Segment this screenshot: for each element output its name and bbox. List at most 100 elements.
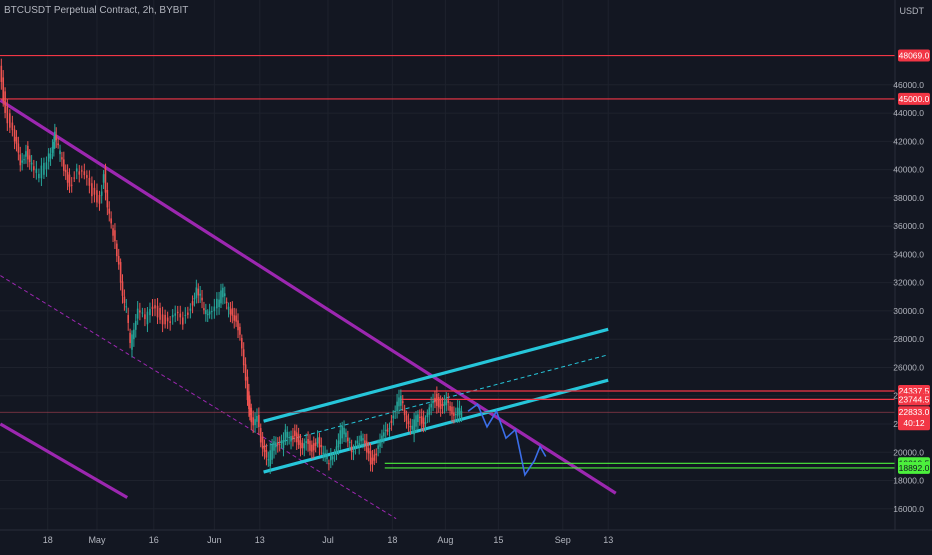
y-tick-label: 18000.0 <box>893 476 924 486</box>
countdown-label: 40:12 <box>903 418 925 428</box>
candle-body <box>70 184 73 186</box>
candle-body <box>28 155 31 163</box>
time-axis <box>0 530 932 550</box>
candle-body <box>386 429 389 432</box>
candle-body <box>86 175 88 178</box>
candle-body <box>116 243 118 257</box>
candle-body <box>100 191 103 196</box>
level-label: 48069.0 <box>899 51 930 61</box>
candle-body <box>75 168 78 172</box>
candle-body <box>13 129 16 142</box>
candle-body <box>9 113 11 128</box>
candle-body <box>176 311 179 314</box>
candle-body <box>0 65 3 82</box>
candle-body <box>339 430 342 445</box>
candle-body <box>141 312 144 314</box>
trend-line <box>0 98 617 495</box>
candle-body <box>265 450 268 458</box>
x-tick-label: 13 <box>603 535 613 545</box>
candle-body <box>218 299 220 308</box>
candle-body <box>246 376 249 401</box>
candle-body <box>360 435 362 442</box>
candle-body <box>78 171 81 175</box>
candle-body <box>133 329 135 340</box>
candle-body <box>259 428 262 443</box>
candle-body <box>335 446 338 453</box>
candle-body <box>383 432 385 437</box>
candle-body <box>164 314 166 325</box>
candle-body <box>241 338 243 349</box>
candle-body <box>166 317 169 322</box>
candle-body <box>27 145 29 160</box>
candle-body <box>110 218 112 224</box>
level-badge <box>898 461 930 474</box>
candle-body <box>307 438 309 444</box>
candle-body <box>144 314 146 320</box>
candle-body <box>45 162 48 170</box>
candle-body <box>284 429 287 442</box>
candle-body <box>104 167 107 193</box>
candle-body <box>205 310 207 314</box>
candle-body <box>454 414 457 416</box>
x-tick-label: 18 <box>43 535 53 545</box>
candle-body <box>305 441 307 444</box>
y-tick-label: 28000.0 <box>893 334 924 344</box>
candle-body <box>187 312 189 315</box>
candle-body <box>428 407 431 415</box>
candle-body <box>2 77 5 101</box>
candle-body <box>333 452 336 454</box>
candle-body <box>447 400 450 403</box>
candle-body <box>400 395 402 406</box>
candle-body <box>96 190 98 203</box>
candle-body <box>235 315 237 322</box>
candle-body <box>326 456 328 459</box>
candle-body <box>15 136 18 144</box>
candle-body <box>258 414 260 428</box>
candle-body <box>324 453 326 455</box>
candle-body <box>371 457 374 465</box>
candle-body <box>51 147 54 153</box>
candle-body <box>131 334 133 350</box>
y-tick-label: 44000.0 <box>893 108 924 118</box>
level-badge <box>898 49 930 62</box>
candle-body <box>390 420 393 424</box>
candle-body <box>184 314 187 316</box>
candle-body <box>337 440 340 448</box>
candle-body <box>225 301 228 304</box>
candle-body <box>356 440 359 444</box>
candle-body <box>171 314 174 318</box>
candle-body <box>154 305 156 309</box>
candle-body <box>439 399 442 409</box>
candle-body <box>117 256 120 265</box>
candle-body <box>273 441 275 451</box>
candle-body <box>316 437 319 444</box>
candle-body <box>401 401 404 404</box>
candle-body <box>453 412 455 416</box>
candle-body <box>311 444 313 452</box>
candle-body <box>294 430 296 437</box>
candle-body <box>314 442 317 446</box>
candle-body <box>203 308 205 311</box>
candle-body <box>181 317 184 325</box>
candle-body <box>290 435 292 442</box>
candle-body <box>365 441 368 453</box>
candle-body <box>256 415 258 422</box>
candle-body <box>432 400 434 404</box>
candle-body <box>379 441 381 447</box>
candle-body <box>229 309 232 315</box>
trend-line <box>0 275 397 520</box>
candle-body <box>195 287 198 299</box>
candle-body <box>54 131 56 142</box>
candle-body <box>350 446 353 453</box>
candle-body <box>208 311 211 315</box>
candle-body <box>11 122 14 131</box>
candle-body <box>139 310 141 313</box>
candle-body <box>348 441 351 444</box>
level-label: 24337.5 <box>899 386 930 396</box>
candle-body <box>418 416 421 419</box>
candle-body <box>354 447 357 449</box>
candle-body <box>331 456 334 460</box>
candle-body <box>59 150 61 155</box>
